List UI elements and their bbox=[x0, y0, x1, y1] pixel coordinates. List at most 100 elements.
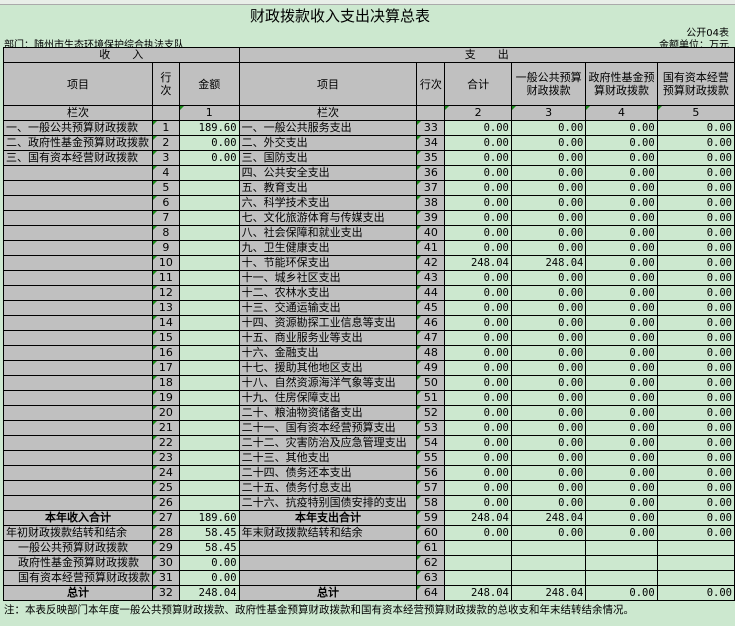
expense-total[interactable]: 0.00 bbox=[444, 450, 512, 466]
col-label-blank[interactable] bbox=[416, 105, 446, 121]
expense-total[interactable]: 0.00 bbox=[444, 345, 512, 361]
expense-item[interactable]: 十八、自然资源海洋气象等支出 bbox=[238, 375, 418, 391]
expense-general-budget[interactable]: 0.00 bbox=[510, 195, 587, 211]
expense-gov-fund[interactable]: 0.00 bbox=[585, 255, 658, 271]
expense-state-capital[interactable]: 0.00 bbox=[656, 390, 735, 406]
expense-state-capital[interactable]: 0.00 bbox=[656, 225, 735, 241]
col-number-4[interactable]: 4 bbox=[585, 105, 658, 121]
income-line-no[interactable]: 3 bbox=[152, 150, 180, 166]
expense-state-capital[interactable]: 0.00 bbox=[656, 585, 735, 601]
header-expense-item[interactable]: 项目 bbox=[238, 62, 418, 106]
expense-general-budget[interactable]: 0.00 bbox=[510, 210, 587, 226]
income-item[interactable] bbox=[3, 345, 153, 361]
income-amount[interactable] bbox=[178, 225, 240, 241]
expense-total[interactable]: 0.00 bbox=[444, 495, 512, 511]
expense-gov-fund[interactable]: 0.00 bbox=[585, 180, 658, 196]
expense-state-capital[interactable]: 0.00 bbox=[656, 405, 735, 421]
expense-total[interactable]: 0.00 bbox=[444, 435, 512, 451]
income-line-no[interactable]: 28 bbox=[152, 525, 180, 541]
expense-general-budget[interactable]: 0.00 bbox=[510, 345, 587, 361]
expense-line-no[interactable]: 55 bbox=[416, 450, 446, 466]
income-line-no[interactable]: 4 bbox=[152, 165, 180, 181]
income-item[interactable]: 本年收入合计 bbox=[3, 510, 153, 526]
income-item[interactable]: 三、国有资本经营财政拨款 bbox=[3, 150, 153, 166]
income-line-no[interactable]: 20 bbox=[152, 405, 180, 421]
expense-gov-fund[interactable]: 0.00 bbox=[585, 270, 658, 286]
expense-line-no[interactable]: 43 bbox=[416, 270, 446, 286]
expense-total[interactable]: 0.00 bbox=[444, 210, 512, 226]
expense-line-no[interactable]: 34 bbox=[416, 135, 446, 151]
expense-total[interactable]: 248.04 bbox=[444, 585, 512, 601]
expense-line-no[interactable]: 38 bbox=[416, 195, 446, 211]
expense-line-no[interactable]: 46 bbox=[416, 315, 446, 331]
expense-item[interactable] bbox=[238, 540, 418, 556]
expense-gov-fund[interactable]: 0.00 bbox=[585, 390, 658, 406]
income-item[interactable] bbox=[3, 195, 153, 211]
expense-general-budget[interactable]: 0.00 bbox=[510, 300, 587, 316]
expense-gov-fund[interactable]: 0.00 bbox=[585, 510, 658, 526]
income-amount[interactable] bbox=[178, 495, 240, 511]
expense-general-budget[interactable]: 0.00 bbox=[510, 405, 587, 421]
expense-general-budget[interactable]: 0.00 bbox=[510, 285, 587, 301]
expense-total[interactable] bbox=[444, 555, 512, 571]
expense-state-capital[interactable] bbox=[656, 540, 735, 556]
expense-total[interactable] bbox=[444, 540, 512, 556]
expense-gov-fund[interactable]: 0.00 bbox=[585, 330, 658, 346]
income-line-no[interactable]: 21 bbox=[152, 420, 180, 436]
income-amount[interactable]: 0.00 bbox=[178, 570, 240, 586]
income-line-no[interactable]: 1 bbox=[152, 120, 180, 136]
expense-line-no[interactable]: 41 bbox=[416, 240, 446, 256]
expense-general-budget[interactable]: 0.00 bbox=[510, 420, 587, 436]
expense-state-capital[interactable]: 0.00 bbox=[656, 210, 735, 226]
income-line-no[interactable]: 6 bbox=[152, 195, 180, 211]
header-state-capital[interactable]: 国有资本经营预算财政拨款 bbox=[656, 62, 735, 106]
income-item[interactable] bbox=[3, 420, 153, 436]
income-item[interactable] bbox=[3, 210, 153, 226]
expense-gov-fund[interactable]: 0.00 bbox=[585, 315, 658, 331]
expense-gov-fund[interactable]: 0.00 bbox=[585, 240, 658, 256]
income-amount[interactable]: 58.45 bbox=[178, 525, 240, 541]
income-line-no[interactable]: 32 bbox=[152, 585, 180, 601]
expense-general-budget[interactable]: 0.00 bbox=[510, 480, 587, 496]
income-item[interactable] bbox=[3, 255, 153, 271]
expense-gov-fund[interactable] bbox=[585, 540, 658, 556]
expense-item[interactable]: 二十二、灾害防治及应急管理支出 bbox=[238, 435, 418, 451]
expense-general-budget[interactable]: 0.00 bbox=[510, 330, 587, 346]
expense-state-capital[interactable]: 0.00 bbox=[656, 330, 735, 346]
income-item[interactable] bbox=[3, 360, 153, 376]
expense-state-capital[interactable]: 0.00 bbox=[656, 180, 735, 196]
income-amount[interactable] bbox=[178, 405, 240, 421]
expense-gov-fund[interactable]: 0.00 bbox=[585, 120, 658, 136]
expense-line-no[interactable]: 42 bbox=[416, 255, 446, 271]
income-item[interactable] bbox=[3, 270, 153, 286]
expense-state-capital[interactable]: 0.00 bbox=[656, 360, 735, 376]
expense-total[interactable]: 0.00 bbox=[444, 525, 512, 541]
expense-state-capital[interactable]: 0.00 bbox=[656, 120, 735, 136]
income-line-no[interactable]: 13 bbox=[152, 300, 180, 316]
expense-state-capital[interactable]: 0.00 bbox=[656, 300, 735, 316]
expense-gov-fund[interactable] bbox=[585, 570, 658, 586]
expense-total[interactable]: 0.00 bbox=[444, 375, 512, 391]
expense-gov-fund[interactable]: 0.00 bbox=[585, 345, 658, 361]
expense-total[interactable]: 0.00 bbox=[444, 165, 512, 181]
expense-line-no[interactable]: 63 bbox=[416, 570, 446, 586]
expense-state-capital[interactable]: 0.00 bbox=[656, 480, 735, 496]
income-amount[interactable] bbox=[178, 300, 240, 316]
expense-line-no[interactable]: 39 bbox=[416, 210, 446, 226]
income-amount[interactable]: 0.00 bbox=[178, 135, 240, 151]
expense-gov-fund[interactable]: 0.00 bbox=[585, 450, 658, 466]
expense-line-no[interactable]: 64 bbox=[416, 585, 446, 601]
income-line-no[interactable]: 26 bbox=[152, 495, 180, 511]
income-header[interactable]: 收 入 bbox=[3, 47, 240, 63]
expense-line-no[interactable]: 50 bbox=[416, 375, 446, 391]
income-line-no[interactable]: 24 bbox=[152, 465, 180, 481]
expense-item[interactable]: 十七、援助其他地区支出 bbox=[238, 360, 418, 376]
expense-general-budget[interactable]: 0.00 bbox=[510, 360, 587, 376]
income-line-no[interactable]: 15 bbox=[152, 330, 180, 346]
expense-item[interactable]: 十一、城乡社区支出 bbox=[238, 270, 418, 286]
expense-gov-fund[interactable]: 0.00 bbox=[585, 480, 658, 496]
expense-item[interactable]: 十四、资源勘探工业信息等支出 bbox=[238, 315, 418, 331]
expense-general-budget[interactable]: 0.00 bbox=[510, 375, 587, 391]
expense-item[interactable]: 六、科学技术支出 bbox=[238, 195, 418, 211]
income-item[interactable]: 国有资本经营预算财政拨款 bbox=[3, 570, 153, 586]
